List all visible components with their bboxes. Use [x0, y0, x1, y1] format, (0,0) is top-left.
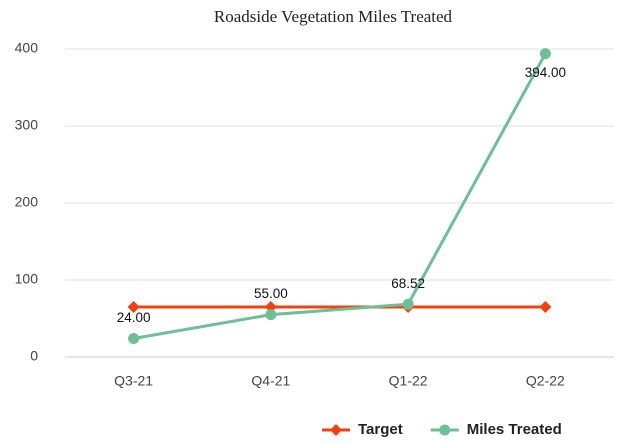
y-tick-label: 200 — [15, 194, 39, 210]
y-tick-label: 100 — [15, 271, 39, 287]
point — [539, 48, 551, 60]
y-tick-label: 0 — [30, 348, 38, 364]
target-marker — [264, 300, 277, 313]
point — [128, 333, 140, 345]
x-tick-label: Q1-22 — [389, 373, 428, 389]
chart-title: Roadside Vegetation Miles Treated — [214, 7, 453, 26]
point — [402, 298, 414, 310]
value-label: 394.00 — [525, 65, 566, 80]
target-marker — [539, 300, 552, 313]
value-label: 68.52 — [391, 276, 425, 291]
x-tick-label: Q2-22 — [526, 373, 565, 389]
legend-marker — [330, 424, 342, 436]
legend-marker — [439, 424, 451, 436]
point — [265, 309, 277, 321]
series-line — [133, 52, 547, 340]
y-tick-label: 400 — [15, 40, 39, 56]
value-label: 55.00 — [254, 286, 288, 301]
x-tick-label: Q4-21 — [251, 373, 290, 389]
legend-label: Target — [358, 421, 403, 438]
legend-label: Miles Treated — [467, 421, 562, 438]
x-tick-label: Q3-21 — [114, 373, 153, 389]
value-label: 24.00 — [117, 310, 151, 325]
target-marker — [127, 300, 140, 313]
y-tick-label: 300 — [15, 117, 39, 133]
